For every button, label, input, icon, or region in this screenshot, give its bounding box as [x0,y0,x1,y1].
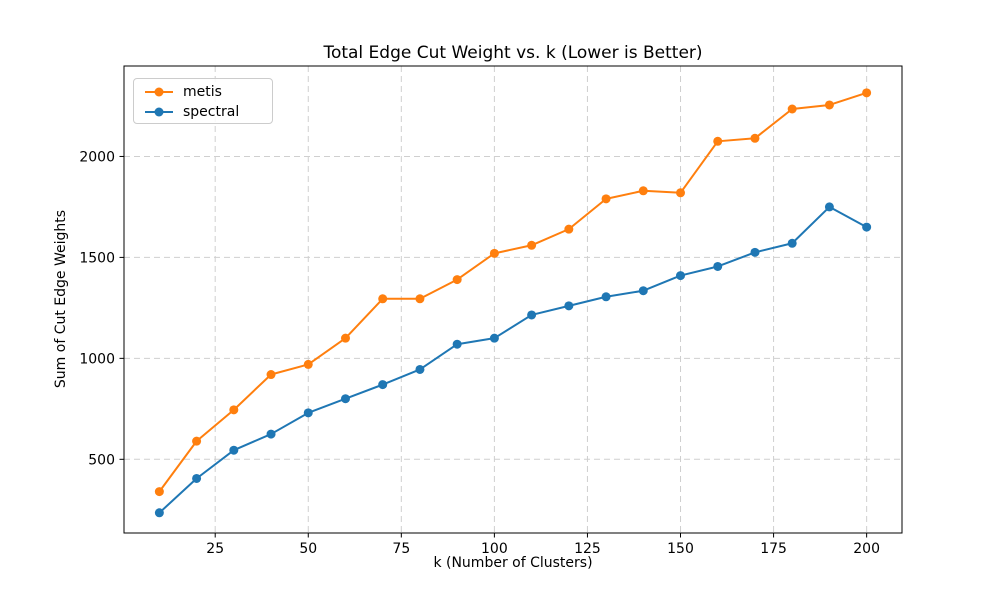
data-point-spectral [489,333,499,343]
data-point-metis [340,333,350,343]
data-point-metis [787,104,797,114]
data-point-metis [750,133,760,143]
y-tick-label: 2000 [79,149,115,165]
data-point-metis [527,240,537,250]
data-point-metis [192,436,202,446]
legend-label-spectral: spectral [183,104,240,120]
data-point-metis [824,100,834,110]
data-point-spectral [340,394,350,404]
data-point-spectral [750,247,760,257]
x-tick-label: 125 [574,541,601,557]
metis-line-marker-icon [145,87,173,97]
data-point-spectral [713,261,723,271]
data-point-metis [713,136,723,146]
data-point-metis [452,275,462,285]
data-point-spectral [824,202,834,212]
data-point-spectral [787,238,797,248]
data-point-spectral [192,473,202,483]
legend-item-spectral: spectral [144,102,262,122]
series-line-spectral [158,205,868,514]
data-point-spectral [154,508,164,518]
x-tick-label: 50 [299,541,317,557]
data-point-spectral [862,222,872,232]
data-point-metis [564,224,574,234]
data-point-metis [676,188,686,198]
chart-title: Total Edge Cut Weight vs. k (Lower is Be… [323,43,703,63]
data-point-metis [638,186,648,196]
legend-label-metis: metis [183,84,222,100]
plot-border [123,65,903,534]
x-tick-label: 150 [667,541,694,557]
y-tick-label: 1500 [79,250,115,266]
data-point-spectral [229,445,239,455]
data-point-spectral [601,292,611,302]
x-tick-label: 200 [853,541,880,557]
data-point-spectral [527,310,537,320]
data-point-spectral [378,380,388,390]
data-point-spectral [564,301,574,311]
data-point-metis [862,88,872,98]
x-axis-label: k (Number of Clusters) [433,555,593,571]
y-tick-label: 500 [88,452,115,468]
data-point-metis [303,359,313,369]
data-point-metis [266,370,276,380]
data-point-spectral [415,364,425,374]
data-point-metis [154,487,164,497]
data-point-spectral [676,271,686,281]
data-point-spectral [303,408,313,418]
x-tick-label: 25 [206,541,224,557]
data-point-spectral [266,429,276,439]
data-point-metis [415,294,425,304]
data-point-spectral [638,286,648,296]
y-axis-label: Sum of Cut Edge Weights [53,209,69,389]
y-tick-label: 1000 [79,351,115,367]
data-point-metis [489,248,499,258]
data-point-metis [378,294,388,304]
series-line-metis [158,91,868,493]
legend: metis spectral [133,78,273,124]
spectral-line-marker-icon [145,107,173,117]
x-tick-label: 100 [481,541,508,557]
data-point-metis [229,405,239,415]
x-tick-label: 75 [392,541,410,557]
legend-item-metis: metis [144,82,262,102]
x-tick-label: 175 [760,541,787,557]
data-point-spectral [452,339,462,349]
data-point-metis [601,194,611,204]
